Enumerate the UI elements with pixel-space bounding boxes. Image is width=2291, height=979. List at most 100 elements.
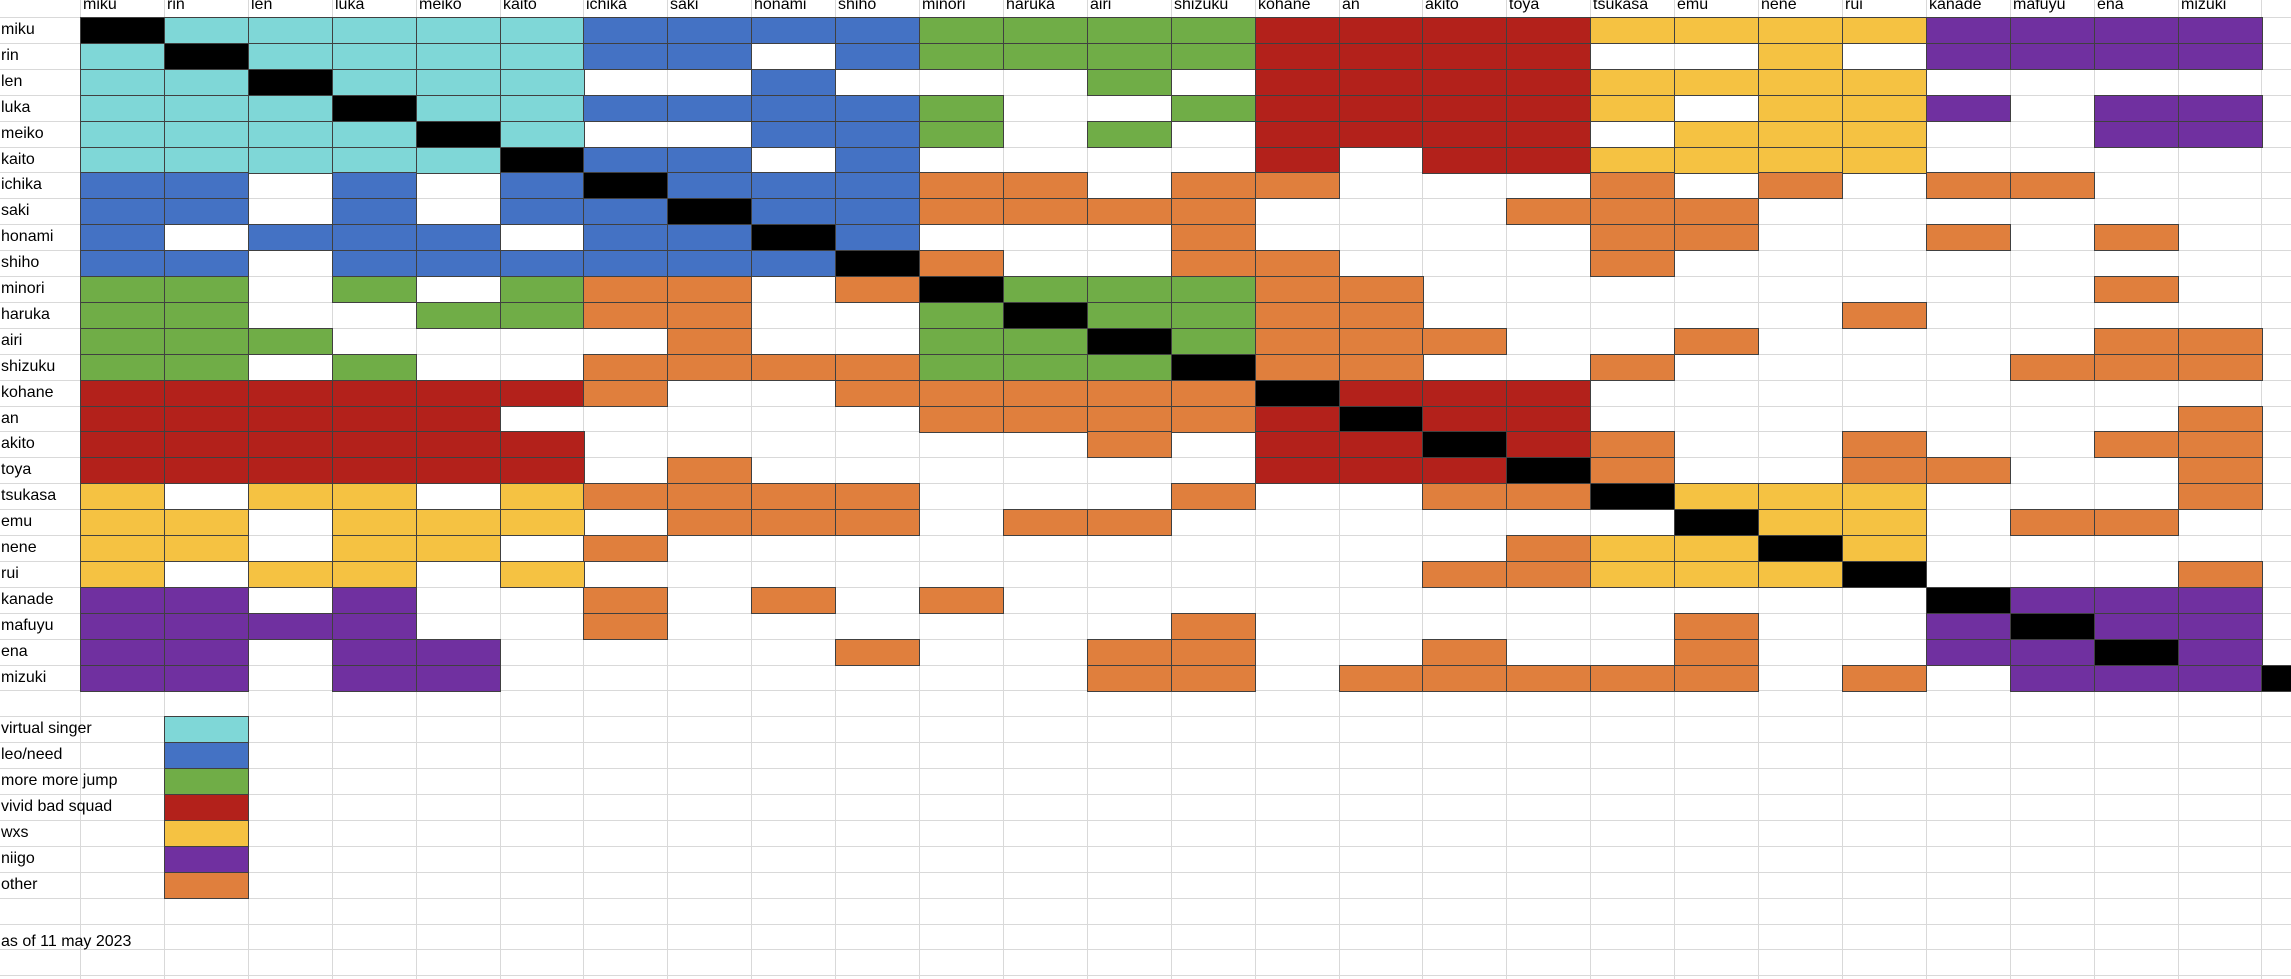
matrix-cell-nene-emu[interactable] [1674,535,1759,562]
matrix-cell-emu-meiko[interactable] [416,509,501,536]
matrix-cell-akito-rui[interactable] [1842,431,1927,458]
row-label-ichika[interactable]: ichika [1,176,42,193]
matrix-cell-nene-nene[interactable] [1758,535,1843,562]
matrix-cell-miku-haruka[interactable] [1003,17,1088,44]
matrix-cell-mizuki-emu[interactable] [1674,665,1759,692]
matrix-cell-rin-akito[interactable] [1422,43,1507,70]
matrix-cell-nene-rin[interactable] [164,535,249,562]
matrix-cell-kaito-toya[interactable] [1506,147,1591,174]
matrix-cell-kohane-airi[interactable] [1087,380,1172,407]
row-label-meiko[interactable]: meiko [1,125,44,142]
matrix-cell-toya-saki[interactable] [667,457,752,484]
matrix-cell-akito-luka[interactable] [332,431,417,458]
matrix-cell-kohane-akito[interactable] [1422,380,1507,407]
matrix-cell-airi-airi[interactable] [1087,328,1172,355]
matrix-cell-kaito-kaito[interactable] [500,147,585,174]
matrix-cell-meiko-nene[interactable] [1758,121,1843,148]
matrix-cell-kaito-len[interactable] [248,147,333,174]
matrix-cell-kohane-shiho[interactable] [835,380,920,407]
matrix-cell-tsukasa-kaito[interactable] [500,483,585,510]
matrix-cell-shizuku-tsukasa[interactable] [1590,354,1675,381]
matrix-cell-saki-honami[interactable] [751,198,836,225]
matrix-cell-minori-shizuku[interactable] [1171,276,1256,303]
matrix-cell-kohane-minori[interactable] [919,380,1004,407]
matrix-cell-rui-len[interactable] [248,561,333,588]
matrix-cell-emu-kaito[interactable] [500,509,585,536]
matrix-cell-minori-kaito[interactable] [500,276,585,303]
row-label-minori[interactable]: minori [1,280,45,297]
column-header-mafuyu[interactable]: mafuyu [2013,0,2066,13]
matrix-cell-rin-mafuyu[interactable] [2010,43,2095,70]
matrix-cell-meiko-rui[interactable] [1842,121,1927,148]
row-label-kanade[interactable]: kanade [1,591,54,608]
matrix-cell-airi-kohane[interactable] [1255,328,1340,355]
matrix-cell-saki-ichika[interactable] [583,198,668,225]
legend-swatch[interactable] [164,846,249,873]
matrix-cell-emu-airi[interactable] [1087,509,1172,536]
matrix-cell-mizuki-luka[interactable] [332,665,417,692]
matrix-cell-honami-honami[interactable] [751,224,836,251]
legend-swatch[interactable] [164,742,249,769]
matrix-cell-haruka-haruka[interactable] [1003,302,1088,329]
row-label-an[interactable]: an [1,410,19,427]
matrix-cell-shizuku-minori[interactable] [919,354,1004,381]
matrix-cell-an-len[interactable] [248,406,333,433]
matrix-cell-shiho-luka[interactable] [332,250,417,277]
matrix-cell-tsukasa-shiho[interactable] [835,483,920,510]
matrix-cell-airi-minori[interactable] [919,328,1004,355]
matrix-cell-kanade-honami[interactable] [751,587,836,614]
legend-swatch[interactable] [164,768,249,795]
matrix-cell-tsukasa-honami[interactable] [751,483,836,510]
matrix-cell-akito-kaito[interactable] [500,431,585,458]
matrix-cell-kaito-rin[interactable] [164,147,249,174]
matrix-cell-meiko-akito[interactable] [1422,121,1507,148]
matrix-cell-toya-mizuki[interactable] [2178,457,2263,484]
matrix-cell-toya-luka[interactable] [332,457,417,484]
matrix-cell-an-an[interactable] [1339,406,1424,433]
matrix-cell-minori-rin[interactable] [164,276,249,303]
matrix-cell-shiho-honami[interactable] [751,250,836,277]
matrix-cell-airi-rin[interactable] [164,328,249,355]
matrix-cell-rin-luka[interactable] [332,43,417,70]
matrix-cell-honami-shizuku[interactable] [1171,224,1256,251]
matrix-cell-toya-kaito[interactable] [500,457,585,484]
matrix-cell-mizuki-rin[interactable] [164,665,249,692]
matrix-cell-mafuyu-luka[interactable] [332,613,417,640]
matrix-cell-rin-kaito[interactable] [500,43,585,70]
matrix-cell-miku-luka[interactable] [332,17,417,44]
row-label-tsukasa[interactable]: tsukasa [1,487,57,504]
matrix-cell-ichika-tsukasa[interactable] [1590,172,1675,199]
matrix-cell-ichika-kanade[interactable] [1926,172,2011,199]
matrix-cell-luka-honami[interactable] [751,95,836,122]
matrix-cell-rin-minori[interactable] [919,43,1004,70]
matrix-cell-mizuki-mafuyu[interactable] [2010,665,2095,692]
matrix-cell-tsukasa-mizuki[interactable] [2178,483,2263,510]
matrix-cell-airi-haruka[interactable] [1003,328,1088,355]
matrix-cell-len-honami[interactable] [751,69,836,96]
legend-label[interactable]: virtual singer [1,720,92,737]
matrix-cell-rin-saki[interactable] [667,43,752,70]
matrix-cell-saki-saki[interactable] [667,198,752,225]
matrix-cell-meiko-honami[interactable] [751,121,836,148]
matrix-cell-saki-emu[interactable] [1674,198,1759,225]
matrix-cell-meiko-kaito[interactable] [500,121,585,148]
matrix-cell-shizuku-mizuki[interactable] [2178,354,2263,381]
matrix-cell-luka-akito[interactable] [1422,95,1507,122]
matrix-cell-ena-airi[interactable] [1087,639,1172,666]
legend-swatch[interactable] [164,872,249,899]
matrix-cell-len-airi[interactable] [1087,69,1172,96]
matrix-cell-akito-rin[interactable] [164,431,249,458]
matrix-cell-kohane-haruka[interactable] [1003,380,1088,407]
matrix-cell-kohane-an[interactable] [1339,380,1424,407]
matrix-cell-shiho-shiho[interactable] [835,250,920,277]
matrix-cell-toya-akito[interactable] [1422,457,1507,484]
matrix-cell-rin-miku[interactable] [80,43,165,70]
matrix-cell-akito-an[interactable] [1339,431,1424,458]
matrix-cell-honami-emu[interactable] [1674,224,1759,251]
matrix-cell-luka-rui[interactable] [1842,95,1927,122]
matrix-cell-rin-rin[interactable] [164,43,249,70]
matrix-cell-len-miku[interactable] [80,69,165,96]
matrix-cell-akito-meiko[interactable] [416,431,501,458]
matrix-cell-kaito-akito[interactable] [1422,147,1507,174]
